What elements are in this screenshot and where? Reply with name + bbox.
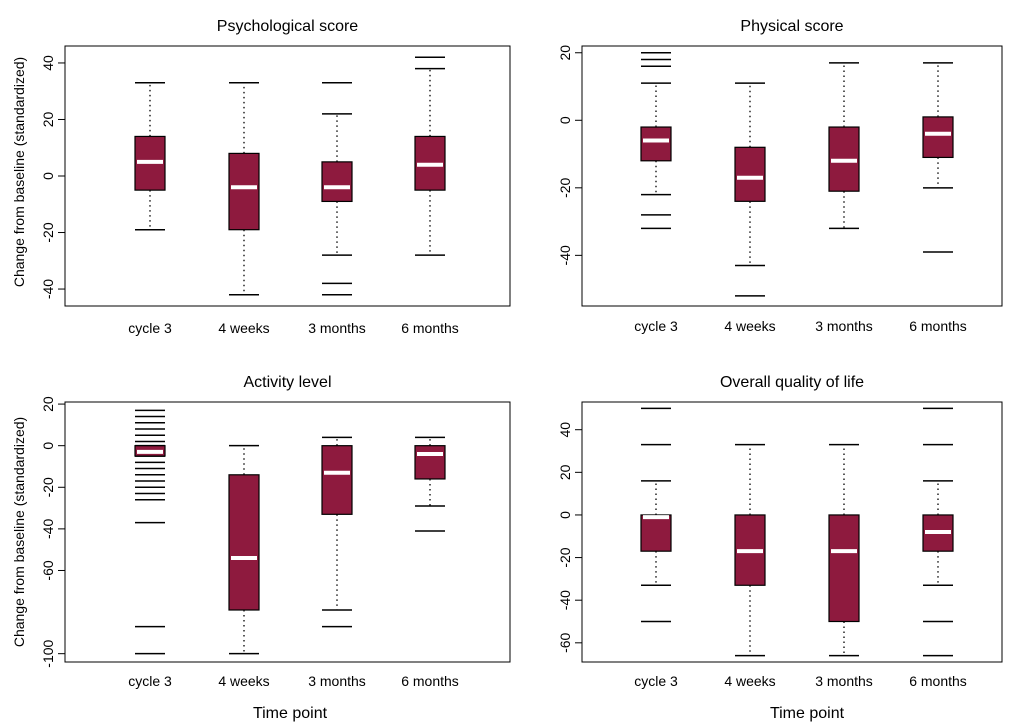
y-tick-label: 0	[557, 511, 573, 519]
y-tick-label: 0	[40, 172, 56, 180]
x-tick-label: 3 months	[308, 673, 366, 689]
box-iqr	[321, 161, 353, 203]
box-iqr	[228, 474, 260, 611]
box-iqr	[321, 445, 353, 515]
plot-frame	[581, 401, 1003, 663]
x-tick-label: cycle 3	[128, 320, 172, 336]
panel-1: Psychological score -40 -20 0 20 40 cycle 3 4 w…	[40, 18, 511, 336]
y-tick-label: 20	[40, 111, 56, 127]
x-tick-label: 4 weeks	[724, 673, 775, 689]
y-tick-label: 20	[557, 464, 573, 480]
y-tick-label: -40	[40, 279, 56, 299]
box-iqr	[640, 126, 672, 162]
y-tick-label: -20	[40, 222, 56, 242]
panel-4: Overall quality of life -60 -40 -20 0 20 40 cyc…	[557, 374, 1003, 689]
panel-title: Activity level	[243, 374, 331, 391]
x-tick-label: 3 months	[815, 318, 873, 334]
panel-title: Physical score	[740, 18, 843, 35]
x-tick-label: 3 months	[815, 673, 873, 689]
y-tick-label: -20	[557, 547, 573, 567]
panel-2: Physical score -40 -20 0 20 cycle 3 4 weeks 3 m…	[557, 18, 1003, 334]
y-tick-label: -40	[557, 590, 573, 610]
y-tick-label: 40	[557, 422, 573, 438]
x-tick-label: cycle 3	[128, 673, 172, 689]
y-tick-label: -60	[40, 560, 56, 580]
x-tick-label: 6 months	[909, 673, 967, 689]
x-tick-label: cycle 3	[634, 673, 678, 689]
y-tick-label: 0	[40, 442, 56, 450]
y-axis-label-bottom: Change from baseline (standardized)	[11, 417, 27, 647]
y-tick-label: -60	[557, 632, 573, 652]
y-tick-label: -40	[557, 245, 573, 265]
x-tick-label: 6 months	[401, 320, 459, 336]
panel-title: Psychological score	[217, 18, 359, 35]
box-iqr	[640, 514, 672, 552]
y-tick-label: -20	[40, 477, 56, 497]
x-tick-label: 3 months	[308, 320, 366, 336]
box-iqr	[828, 514, 860, 623]
x-tick-label: 4 weeks	[724, 318, 775, 334]
x-axis-label-right: Time point	[770, 705, 845, 722]
y-tick-label: 20	[557, 45, 573, 61]
x-tick-label: 6 months	[909, 318, 967, 334]
y-tick-label: 20	[40, 396, 56, 412]
panel-title: Overall quality of life	[720, 374, 864, 391]
x-tick-label: 4 weeks	[218, 673, 269, 689]
x-tick-label: 6 months	[401, 673, 459, 689]
x-tick-label: cycle 3	[634, 318, 678, 334]
plot-frame	[581, 45, 1003, 307]
box-iqr	[922, 116, 954, 159]
y-axis-label-top: Change from baseline (standardized)	[11, 57, 27, 287]
x-axis-label-left: Time point	[253, 705, 328, 722]
box-iqr	[414, 445, 446, 480]
plot-frame	[64, 401, 511, 663]
y-tick-label: -20	[557, 177, 573, 197]
y-tick-label: -40	[40, 519, 56, 539]
panel-3: Activity level -100 -60 -40 -20 0 20 cycle 3 4 w…	[40, 374, 511, 689]
y-tick-label: 0	[557, 116, 573, 124]
x-tick-label: 4 weeks	[218, 320, 269, 336]
box-iqr	[228, 152, 260, 231]
y-tick-label: 40	[40, 55, 56, 71]
y-tick-label: -100	[40, 639, 56, 667]
box-iqr	[734, 146, 766, 202]
